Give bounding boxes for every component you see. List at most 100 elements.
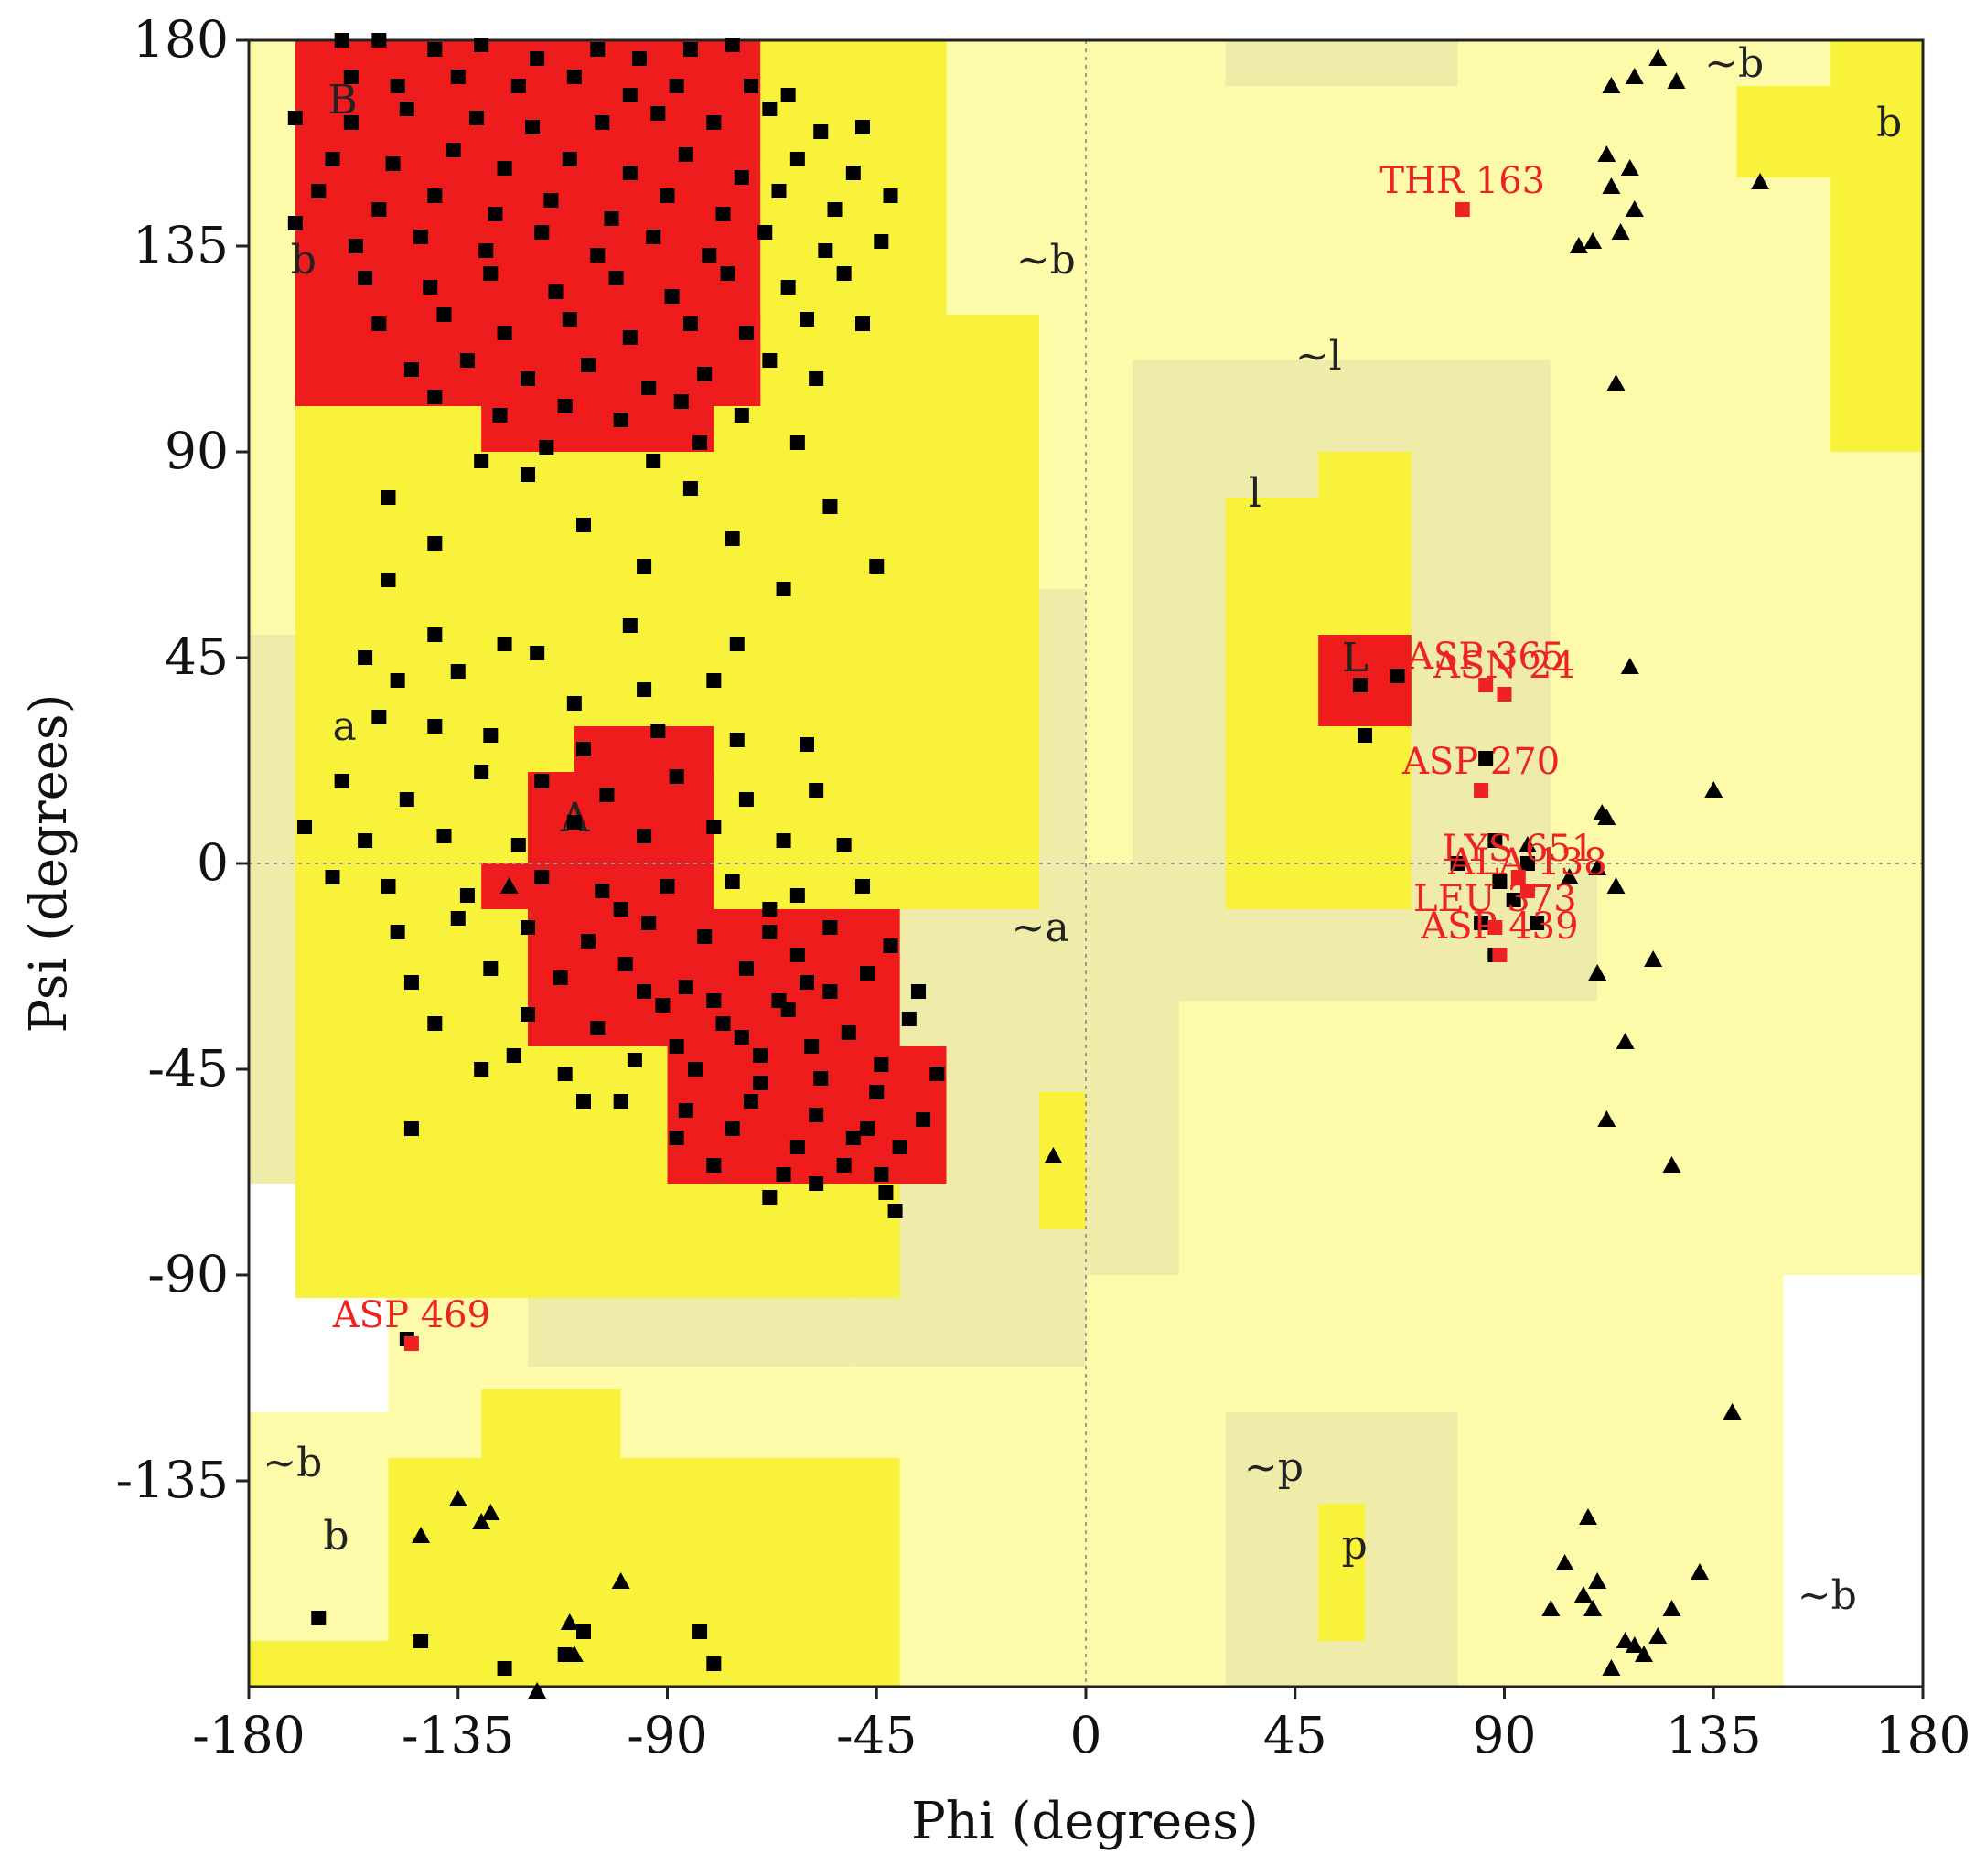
glycine-point	[1751, 173, 1770, 189]
residue-point	[646, 230, 661, 244]
residue-point	[800, 975, 814, 990]
residue-point	[371, 33, 387, 48]
region-core	[435, 315, 761, 406]
residue-point	[883, 188, 898, 203]
region-allowed	[1736, 86, 1830, 177]
x-tick-label: -180	[192, 1706, 306, 1764]
residue-point	[637, 984, 652, 999]
residue-point	[827, 202, 843, 217]
region-label: ~a	[1012, 905, 1069, 951]
residue-point	[534, 870, 550, 884]
region-generous	[249, 543, 295, 635]
residue-point	[678, 147, 693, 162]
region-labels: Bb~b~llLaA~a~bb~bb~pp~b	[263, 40, 1902, 1619]
residue-point	[325, 152, 340, 166]
residue-point	[874, 234, 889, 249]
residue-point	[390, 925, 405, 939]
residue-point	[901, 1012, 917, 1026]
residue-point	[813, 1071, 829, 1086]
residue-point	[762, 353, 778, 368]
residue-point	[311, 1611, 327, 1625]
glycine-point	[560, 1613, 579, 1630]
region-glycine	[1225, 40, 1458, 86]
outlier-point	[1510, 870, 1526, 884]
glycine-point	[1616, 1033, 1635, 1049]
residue-point	[334, 774, 349, 788]
glycine-point	[448, 1490, 467, 1506]
y-tick-label: -135	[115, 1451, 229, 1509]
outlier-point	[1487, 920, 1503, 935]
residue-point	[590, 42, 606, 57]
residue-point	[678, 980, 693, 994]
residue-point	[427, 188, 443, 203]
x-tick-label: -90	[627, 1706, 708, 1764]
residue-point	[371, 202, 387, 217]
residue-point	[381, 490, 396, 505]
region-label: ~p	[1244, 1444, 1304, 1491]
residue-point	[836, 838, 852, 852]
residue-point	[822, 499, 838, 514]
residue-point	[632, 51, 647, 66]
glycine-point	[1583, 232, 1603, 249]
y-tick-label: 0	[197, 833, 229, 892]
residue-point	[403, 1121, 419, 1136]
residue-point	[371, 316, 387, 331]
residue-point	[725, 531, 740, 546]
residue-point	[1352, 678, 1368, 692]
residue-point	[822, 920, 838, 935]
y-tick-label: 135	[133, 216, 229, 274]
residue-point	[734, 408, 749, 423]
residue-point	[334, 33, 349, 48]
region-allowed	[946, 315, 1040, 909]
residue-point	[780, 88, 796, 102]
outlier-point	[403, 1336, 419, 1351]
residue-point	[287, 111, 303, 125]
residue-point	[525, 120, 541, 134]
residue-point	[287, 216, 303, 230]
residue-point	[692, 1624, 708, 1639]
residue-point	[1478, 751, 1494, 766]
residue-point	[543, 193, 559, 208]
residue-point	[887, 1204, 903, 1218]
residue-point	[738, 961, 754, 976]
axis-ticks: -180 -135 -90 -45 0 45 90 135 180 180 135 90 45 0 -45 -…	[115, 10, 1970, 1764]
residue-point	[715, 1016, 731, 1031]
residue-point	[916, 1112, 931, 1127]
residue-point	[637, 682, 652, 697]
glycine-point	[1588, 1572, 1607, 1589]
glycine-point	[1691, 1563, 1709, 1580]
residue-point	[655, 998, 671, 1013]
residue-point	[566, 70, 582, 84]
residue-point	[534, 225, 550, 240]
residue-point	[622, 166, 638, 180]
x-tick-label: 180	[1875, 1706, 1971, 1764]
residue-point	[688, 1062, 703, 1077]
region-core	[760, 1046, 947, 1184]
residue-point	[478, 243, 494, 258]
residue-point	[358, 271, 373, 285]
glycine-point	[1667, 72, 1686, 89]
residue-point	[789, 1140, 805, 1154]
residue-point	[874, 1167, 889, 1182]
residue-point	[427, 536, 443, 551]
region-label: p	[1342, 1522, 1368, 1569]
residue-point	[789, 435, 805, 450]
residue-point	[706, 1158, 722, 1173]
residue-point	[436, 829, 452, 843]
residue-point	[836, 266, 852, 281]
y-tick-label: 90	[165, 422, 229, 480]
residue-point	[664, 289, 680, 304]
residue-point	[381, 879, 396, 894]
residue-point	[669, 1039, 684, 1054]
residue-point	[581, 358, 596, 372]
residue-point	[1358, 728, 1372, 743]
outlier-label: ASP 270	[1401, 741, 1560, 783]
outlier-label: ASN 24	[1433, 645, 1575, 687]
glycine-point	[1625, 200, 1644, 217]
residue-point	[1530, 916, 1545, 930]
residue-point	[809, 1176, 824, 1191]
glycine-point	[1648, 49, 1668, 66]
residue-point	[581, 934, 596, 949]
residue-point	[427, 390, 443, 404]
